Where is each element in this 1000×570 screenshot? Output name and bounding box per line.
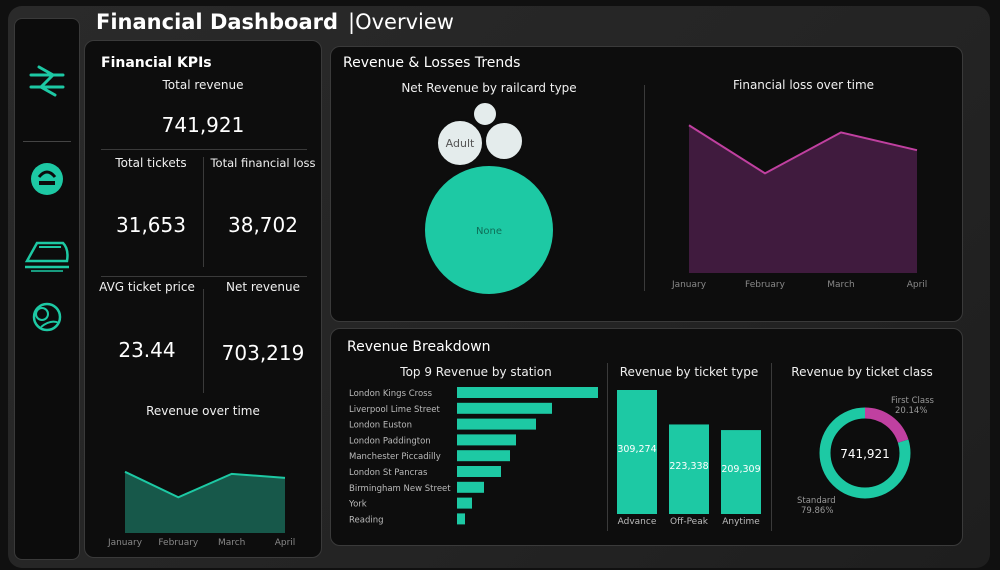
bubble-label: Adult [446, 137, 475, 150]
ticket-type-chart-title: Revenue by ticket type [619, 365, 759, 379]
breakdown-divider [771, 363, 772, 531]
bar [617, 390, 657, 514]
page-title: Financial Dashboard [96, 10, 339, 34]
slice-percent: 20.14% [895, 406, 927, 416]
railcard-bubble-chart: Adult None [423, 101, 555, 296]
data-label: 223,338 [669, 461, 708, 472]
loss-over-time-chart: January February March April [671, 124, 928, 290]
title-separator: | [348, 10, 356, 34]
net-revenue-value: 703,219 [221, 341, 305, 365]
data-label: 309,274 [617, 444, 656, 455]
breakdown-title: Revenue Breakdown [347, 339, 491, 355]
revenue-by-station-chart: London Kings Cross Liverpool Lime Street L… [348, 387, 598, 525]
x-tick-label: March [218, 538, 245, 548]
y-tick-label: Reading [349, 515, 384, 525]
kpi-divider [101, 149, 307, 150]
y-tick-label: London Euston [349, 421, 412, 431]
y-tick-label: Birmingham New Street [349, 484, 451, 494]
rail-logo-icon[interactable] [27, 61, 67, 101]
kpi-divider [101, 276, 307, 277]
bar [669, 424, 709, 514]
total-tickets-label: Total tickets [115, 156, 187, 170]
kpi-panel: Financial KPIs Total revenue 741,921 Tot… [84, 40, 322, 558]
x-tick-label: Off-Peak [670, 517, 709, 527]
area-fill [125, 471, 285, 533]
total-revenue-label: Total revenue [162, 78, 244, 92]
total-loss-value: 38,702 [228, 213, 298, 237]
breakdown-divider [607, 363, 608, 531]
trends-panel: Revenue & Losses Trends Net Revenue by r… [330, 46, 963, 322]
x-tick-label: February [745, 280, 786, 290]
slice-percent: 79.86% [801, 506, 833, 516]
bubble [423, 164, 555, 296]
bar [457, 466, 501, 477]
kpi-divider [203, 289, 204, 393]
revenue-over-time-chart: January February March April [107, 470, 296, 548]
loss-chart-title: Financial loss over time [732, 78, 875, 92]
y-tick-label: York [348, 500, 367, 510]
x-tick-label: April [275, 538, 296, 548]
revenue-over-time-title: Revenue over time [146, 404, 260, 418]
sidebar [14, 18, 80, 560]
data-label: 209,309 [721, 464, 760, 475]
header: Financial Dashboard | Overview [96, 10, 454, 42]
bar [457, 418, 536, 430]
donut-center-label: 741,921 [840, 447, 890, 461]
bar [457, 481, 484, 493]
bar [457, 450, 510, 462]
slice-label: Standard [797, 496, 836, 506]
finance-icon[interactable] [27, 159, 67, 199]
total-revenue-value: 741,921 [161, 113, 245, 137]
bubble [472, 101, 498, 127]
page-subtitle: Overview [355, 10, 454, 34]
y-tick-label: London Paddington [349, 436, 431, 446]
series-line [124, 470, 286, 499]
total-tickets-value: 31,653 [116, 213, 186, 237]
x-tick-label: January [107, 538, 143, 548]
bar [457, 513, 465, 525]
trends-title: Revenue & Losses Trends [343, 55, 521, 71]
slice-label: First Class [891, 396, 935, 406]
train-icon[interactable] [23, 233, 71, 273]
kpi-divider [203, 157, 204, 267]
x-tick-label: April [907, 280, 928, 290]
bubble [436, 119, 484, 167]
pie-slice [819, 407, 911, 499]
bubble-label: None [476, 226, 502, 237]
globe-icon[interactable] [27, 297, 67, 337]
x-tick-label: January [671, 280, 707, 290]
donut-hole [831, 419, 899, 487]
y-tick-label: Manchester Piccadilly [349, 452, 441, 462]
y-tick-label: Liverpool Lime Street [349, 405, 441, 415]
x-tick-label: February [158, 538, 199, 548]
trends-divider [644, 85, 645, 291]
ticket-class-chart-title: Revenue by ticket class [791, 365, 933, 379]
breakdown-panel: Revenue Breakdown Top 9 Revenue by stati… [330, 328, 963, 546]
bar [457, 434, 516, 446]
bar [721, 430, 761, 514]
total-loss-label: Total financial loss [210, 156, 316, 170]
bar [457, 497, 472, 509]
series-line [688, 124, 918, 175]
revenue-by-ticket-type-chart: 309,274 Advance 223,338 Off-Peak 209,309 Anyt… [617, 390, 761, 527]
y-tick-label: London St Pancras [349, 468, 428, 478]
bar [457, 387, 598, 398]
x-tick-label: Anytime [722, 517, 760, 527]
x-tick-label: Advance [618, 517, 657, 527]
bar [457, 402, 552, 414]
avg-price-value: 23.44 [118, 338, 176, 362]
bubble [484, 121, 524, 161]
station-chart-title: Top 9 Revenue by station [400, 365, 552, 379]
sidebar-divider [23, 141, 71, 142]
avg-price-label: AVG ticket price [99, 280, 195, 294]
x-tick-label: March [827, 280, 854, 290]
railcard-chart-title: Net Revenue by railcard type [401, 81, 577, 95]
y-tick-label: London Kings Cross [349, 389, 433, 399]
net-revenue-label: Net revenue [225, 280, 300, 294]
kpi-title: Financial KPIs [101, 55, 212, 71]
